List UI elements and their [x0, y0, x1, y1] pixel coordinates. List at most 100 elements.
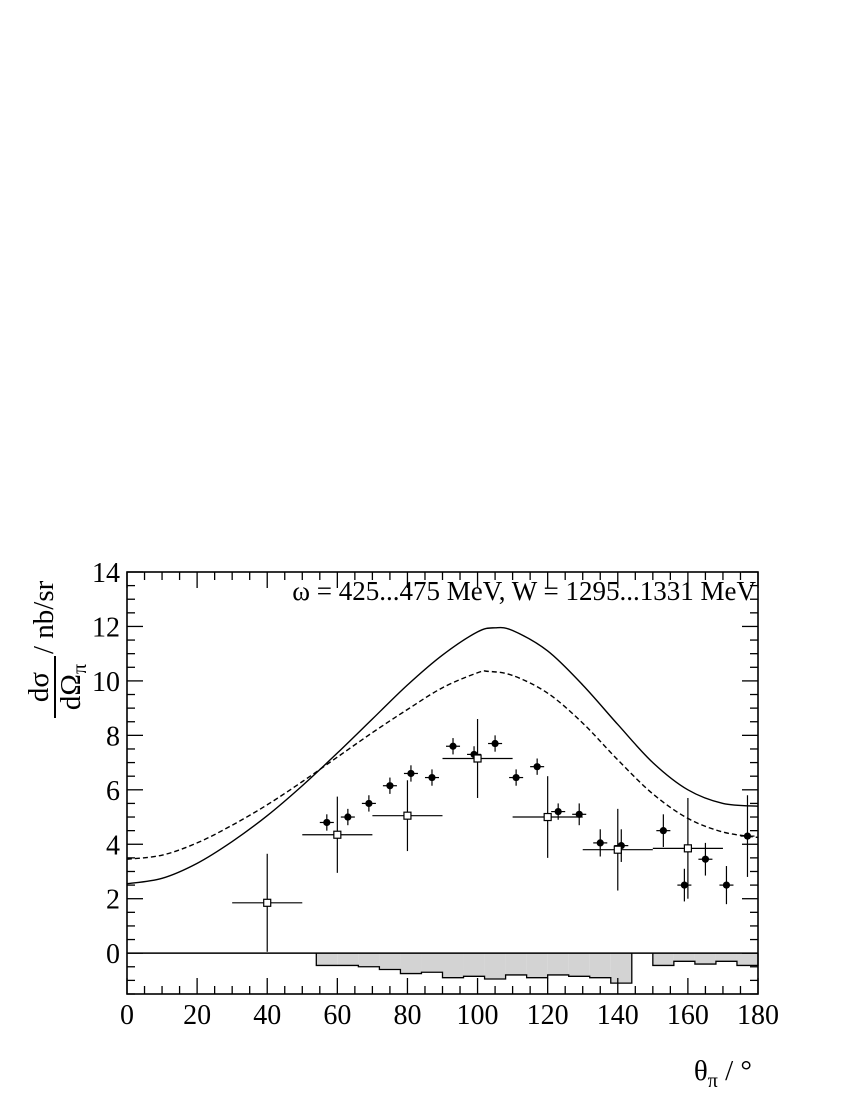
filled-circle-marker: [365, 799, 373, 808]
open-square-marker: [403, 811, 412, 820]
filled-circle-point-8: [488, 735, 503, 752]
y-axis-title: dσ dΩπ / nb/sr: [23, 580, 91, 718]
y-axis-title-den-main: dΩ: [55, 674, 87, 710]
y-tick-label: 8: [106, 721, 120, 752]
open-square-point-2: [372, 780, 443, 852]
y-tick-label: 14: [92, 558, 120, 589]
histogram-bar-19: [736, 953, 758, 966]
filled-circle-marker: [386, 782, 394, 790]
x-tick-label: 40: [253, 1000, 281, 1031]
x-tick-label: 140: [597, 1000, 639, 1031]
filled-circle-point-10: [530, 758, 545, 775]
x-axis-title-main: θ: [694, 1055, 708, 1087]
filled-circle-marker: [596, 839, 604, 847]
x-tick-label: 0: [120, 1000, 134, 1031]
filled-circle-point-18: [719, 866, 734, 905]
histogram-bar-1: [337, 953, 359, 966]
filled-circle-point-13: [593, 829, 608, 857]
histogram-bar-11: [547, 953, 569, 975]
filled-circle-point-3: [382, 777, 397, 794]
y-axis-title-denominator: dΩπ: [55, 664, 91, 710]
filled-circle-marker: [554, 807, 562, 816]
filled-circle-point-5: [424, 769, 439, 786]
y-tick-label: 2: [106, 885, 120, 916]
histogram-bar-10: [526, 953, 548, 978]
filled-circle-point-16: [677, 868, 692, 902]
y-axis-title-unit: / nb/sr: [28, 580, 60, 654]
histogram-bar-2: [358, 953, 380, 967]
x-axis-title-unit: / °: [718, 1055, 752, 1087]
filled-circle-marker: [344, 813, 352, 821]
open-square-point-0: [232, 853, 303, 952]
systematic-error-histogram: [127, 952, 759, 984]
filled-circle-marker: [575, 810, 583, 818]
open-square-point-1: [302, 796, 373, 873]
histogram-bar-4: [400, 953, 422, 974]
x-tick-label: 100: [457, 1000, 499, 1031]
histogram-bar-17: [694, 953, 716, 965]
filled-circle-marker: [659, 827, 667, 835]
open-square-marker: [683, 844, 692, 853]
x-tick-label: 60: [323, 1000, 351, 1031]
filled-circle-point-9: [509, 769, 524, 786]
histogram-bar-5: [421, 953, 443, 973]
filled-circle-marker: [701, 855, 710, 863]
filled-circle-point-1: [340, 808, 355, 826]
plot-frame: [126, 571, 759, 995]
histogram-bar-18: [715, 953, 737, 962]
filled-circle-marker: [722, 881, 731, 889]
filled-circle-point-4: [403, 765, 418, 782]
y-axis-title-den-sub: π: [69, 664, 91, 674]
filled-circle-marker: [449, 742, 457, 750]
model-curves: [126, 626, 759, 885]
open-square-marker: [543, 812, 552, 822]
filled-circle-point-12: [572, 803, 587, 826]
histogram-bar-7: [463, 953, 485, 977]
histogram-bar-9: [505, 953, 527, 975]
open-square-point-3: [442, 719, 513, 798]
filled-circle-marker: [491, 739, 499, 748]
x-axis-title: θπ / °: [694, 1055, 752, 1092]
filled-circle-point-6: [446, 738, 461, 755]
x-tick-label: 180: [737, 1000, 779, 1031]
open-square-marker: [473, 754, 482, 763]
filled-circle-point-15: [656, 814, 671, 847]
filled-circle-marker: [533, 763, 541, 771]
solid-model-curve: [126, 626, 759, 885]
open-square-point-5: [582, 808, 653, 891]
open-square-point-6: [652, 797, 723, 899]
data-points: [232, 719, 755, 952]
filled-circle-marker: [743, 832, 752, 840]
histogram-bar-6: [442, 953, 464, 978]
axes: 0 20 40 60 80 100 120 140 160 180 0 2 4 6 8 10 12 14: [92, 558, 779, 1031]
histogram-bar-12: [568, 953, 590, 977]
histogram-bar-13: [589, 953, 611, 978]
filled-circle-marker: [680, 881, 688, 889]
y-tick-label: 0: [106, 939, 120, 970]
y-tick-label: 4: [106, 830, 120, 861]
y-tick-label: 12: [92, 612, 120, 643]
histogram-bar-16: [673, 953, 695, 962]
filled-circle-marker: [323, 818, 331, 827]
filled-circle-point-2: [361, 795, 376, 812]
histogram-bar-0: [316, 953, 338, 966]
filled-circle-marker: [428, 773, 436, 782]
open-square-point-4: [512, 776, 583, 858]
filled-circle-marker: [407, 769, 415, 778]
filled-circle-marker: [512, 773, 520, 782]
x-tick-label: 160: [667, 1000, 709, 1031]
open-square-marker: [613, 845, 622, 854]
x-tick-label: 20: [183, 1000, 211, 1031]
histogram-bar-3: [379, 953, 401, 970]
dashed-model-curve: [126, 670, 759, 860]
histogram-bar-8: [484, 953, 506, 980]
histogram-bar-15: [652, 953, 674, 966]
filled-circle-point-11: [551, 803, 566, 820]
x-tick-label: 80: [393, 1000, 421, 1031]
filled-circle-point-0: [319, 814, 334, 831]
histogram-outline: [315, 953, 759, 984]
energy-range-annotation: ω = 425...475 MeV, W = 1295...1331 MeV: [292, 576, 756, 606]
open-square-marker: [333, 830, 342, 839]
y-axis-title-numerator: dσ: [23, 672, 55, 703]
